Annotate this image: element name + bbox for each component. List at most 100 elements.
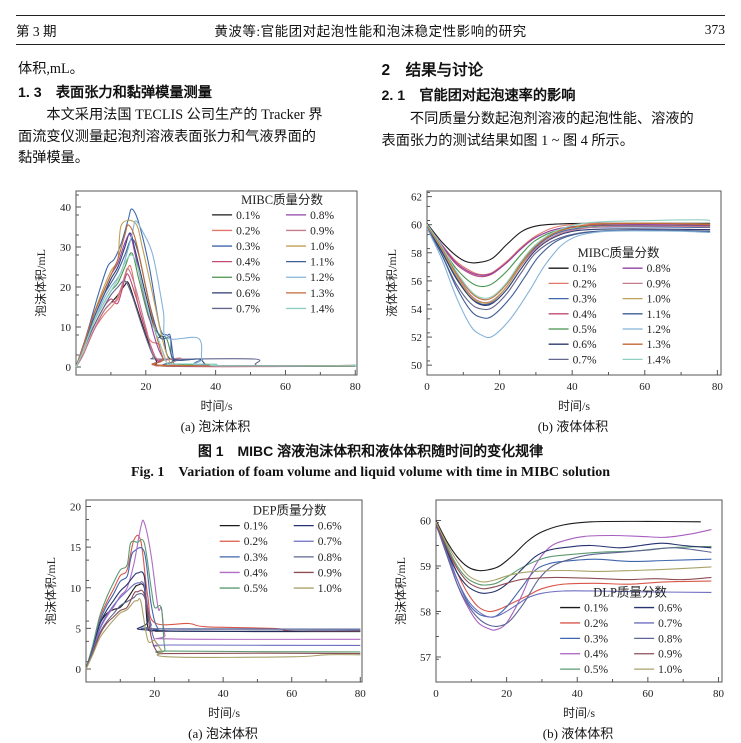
svg-text:80: 80 (713, 688, 725, 700)
left-paragraph-line: 本文采用法国 TECLIS 公司生产的 Tracker 界 (46, 107, 323, 123)
svg-text:0.7%: 0.7% (573, 354, 597, 366)
svg-text:0.8%: 0.8% (647, 263, 671, 275)
figure2-row: 20 40 60 80 0 5 10 15 20 时间/s 泡沫体积/mL DEP质量分数 0.1% 0.… (0, 492, 741, 742)
svg-text:0.3%: 0.3% (244, 552, 268, 564)
page-header: 第 3 期 黄波等:官能团对起泡性能和泡沫稳定性影响的研究 373 (16, 20, 725, 40)
svg-text:时间/s: 时间/s (200, 399, 232, 413)
chart-mibc-foam-volume: 20 40 60 80 0 10 20 30 40 时间/s 泡沫体积/mL MIBC质量分数 0.1%… (34, 190, 362, 413)
chart-mibc-liquid-volume: 0 20 40 60 80 50 52 54 56 58 60 62 时间/s 液体体积/mL MIBC质量… (384, 190, 724, 413)
svg-text:52: 52 (411, 332, 422, 344)
svg-text:10: 10 (70, 583, 82, 595)
subcaption-a: (a) 泡沫体积 (188, 726, 258, 741)
section-heading-2: 2 结果与讨论 (381, 62, 484, 79)
svg-text:0.3%: 0.3% (236, 241, 260, 253)
figure2-subfigure-a: 20 40 60 80 0 5 10 15 20 时间/s 泡沫体积/mL DEP质量分数 0.1% 0.… (42, 492, 372, 742)
svg-text:50: 50 (411, 360, 423, 372)
svg-text:20: 20 (60, 282, 72, 294)
svg-text:0.5%: 0.5% (236, 272, 260, 284)
svg-text:0: 0 (66, 362, 72, 374)
svg-text:1.0%: 1.0% (647, 294, 671, 306)
top-rule (16, 15, 725, 16)
page-number: 373 (704, 22, 725, 37)
svg-text:0.1%: 0.1% (236, 210, 260, 222)
svg-text:1.1%: 1.1% (647, 309, 671, 321)
figure1-subfigure-a: 20 40 60 80 0 10 20 30 40 时间/s 泡沫体积/mL MIBC质量分数 0.1%… (32, 183, 367, 435)
svg-text:DEP质量分数: DEP质量分数 (253, 503, 327, 518)
svg-text:60: 60 (280, 381, 292, 393)
svg-text:20: 20 (494, 381, 506, 393)
svg-text:0: 0 (433, 688, 439, 700)
journal-issue: 第 3 期 (16, 24, 57, 39)
svg-text:时间/s: 时间/s (208, 706, 240, 720)
svg-text:0.9%: 0.9% (310, 225, 334, 237)
svg-text:30: 30 (60, 242, 72, 254)
chart-dep-foam-volume: 20 40 60 80 0 5 10 15 20 时间/s 泡沫体积/mL DEP质量分数 0.1% 0.… (44, 499, 367, 720)
svg-text:0.1%: 0.1% (244, 521, 268, 533)
figure1-subfigure-b: 0 20 40 60 80 50 52 54 56 58 60 62 时间/s 液体体积/mL MIBC质量… (383, 183, 731, 435)
svg-text:60: 60 (411, 220, 423, 232)
svg-text:0.3%: 0.3% (573, 294, 597, 306)
chart-dlp-liquid-volume: 0 20 40 60 80 57 58 59 60 时间/s 泡沫体积/mL DLP质量分数 0.1% 0… (394, 499, 725, 720)
section-heading-2-1: 2. 1 官能团对起泡速率的影响 (381, 88, 576, 104)
svg-text:60: 60 (286, 688, 298, 700)
body-text: 体积,mL。 1. 3 表面张力和黏弹模量测量 本文采用法国 TECLIS 公司… (18, 58, 723, 170)
svg-text:0.4%: 0.4% (236, 257, 260, 269)
subcaption-b: (b) 液体体积 (542, 726, 614, 741)
svg-text:0.7%: 0.7% (658, 618, 682, 630)
svg-text:54: 54 (411, 304, 423, 316)
svg-text:57: 57 (420, 652, 432, 664)
header-rule (16, 44, 725, 45)
svg-text:20: 20 (149, 688, 161, 700)
svg-text:1.4%: 1.4% (647, 354, 671, 366)
svg-text:0.2%: 0.2% (236, 225, 260, 237)
svg-text:0.1%: 0.1% (573, 263, 597, 275)
svg-text:58: 58 (411, 248, 423, 260)
svg-text:0.7%: 0.7% (236, 303, 260, 315)
svg-text:80: 80 (350, 381, 362, 393)
running-title: 黄波等:官能团对起泡性能和泡沫稳定性影响的研究 (214, 24, 527, 39)
svg-text:0.9%: 0.9% (647, 278, 671, 290)
svg-text:1.0%: 1.0% (310, 241, 334, 253)
right-column: 2 结果与讨论 2. 1 官能团对起泡速率的影响 不同质量分数起泡剂溶液的起泡性… (382, 58, 724, 170)
svg-text:1.0%: 1.0% (318, 583, 342, 595)
svg-text:80: 80 (355, 688, 367, 700)
svg-text:0.4%: 0.4% (244, 567, 268, 579)
svg-text:0.2%: 0.2% (244, 536, 268, 548)
svg-text:0.4%: 0.4% (584, 649, 608, 661)
svg-text:0.4%: 0.4% (573, 309, 597, 321)
svg-text:1.2%: 1.2% (647, 324, 671, 336)
svg-text:60: 60 (420, 515, 432, 527)
right-paragraph-line: 不同质量分数起泡剂溶液的起泡性能、溶液的 (409, 111, 694, 127)
svg-text:80: 80 (712, 381, 724, 393)
svg-text:1.3%: 1.3% (647, 339, 671, 351)
svg-text:0.9%: 0.9% (658, 649, 682, 661)
svg-text:1.3%: 1.3% (310, 288, 334, 300)
svg-text:40: 40 (210, 381, 222, 393)
svg-text:0.5%: 0.5% (584, 664, 608, 676)
svg-text:0.6%: 0.6% (236, 288, 260, 300)
svg-text:1.0%: 1.0% (658, 664, 682, 676)
svg-text:60: 60 (642, 688, 654, 700)
svg-text:泡沫体积/mL: 泡沫体积/mL (34, 249, 48, 317)
svg-text:时间/s: 时间/s (558, 399, 590, 413)
svg-text:20: 20 (70, 502, 82, 514)
svg-text:0.2%: 0.2% (573, 278, 597, 290)
svg-text:60: 60 (639, 381, 651, 393)
left-column: 体积,mL。 1. 3 表面张力和黏弹模量测量 本文采用法国 TECLIS 公司… (18, 58, 360, 170)
left-paragraph-line: 黏弹模量。 (18, 150, 89, 166)
svg-text:0.6%: 0.6% (658, 603, 682, 615)
svg-text:0.3%: 0.3% (584, 633, 608, 645)
svg-text:59: 59 (420, 561, 432, 573)
figure2-subfigure-b: 0 20 40 60 80 57 58 59 60 时间/s 泡沫体积/mL DLP质量分数 0.1% 0… (392, 492, 732, 742)
left-column-runover-line: 体积,mL。 (18, 61, 84, 77)
svg-text:0: 0 (76, 664, 82, 676)
figure1-caption-zh: 图 1 MIBC 溶液泡沫体积和液体体积随时间的变化规律 (197, 443, 544, 459)
svg-text:液体体积/mL: 液体体积/mL (384, 249, 399, 317)
svg-text:0.5%: 0.5% (244, 583, 268, 595)
svg-text:10: 10 (60, 322, 72, 334)
svg-text:0.2%: 0.2% (584, 618, 608, 630)
svg-text:0.5%: 0.5% (573, 324, 597, 336)
subcaption-b: (b) 液体体积 (537, 419, 609, 434)
svg-text:40: 40 (567, 381, 579, 393)
